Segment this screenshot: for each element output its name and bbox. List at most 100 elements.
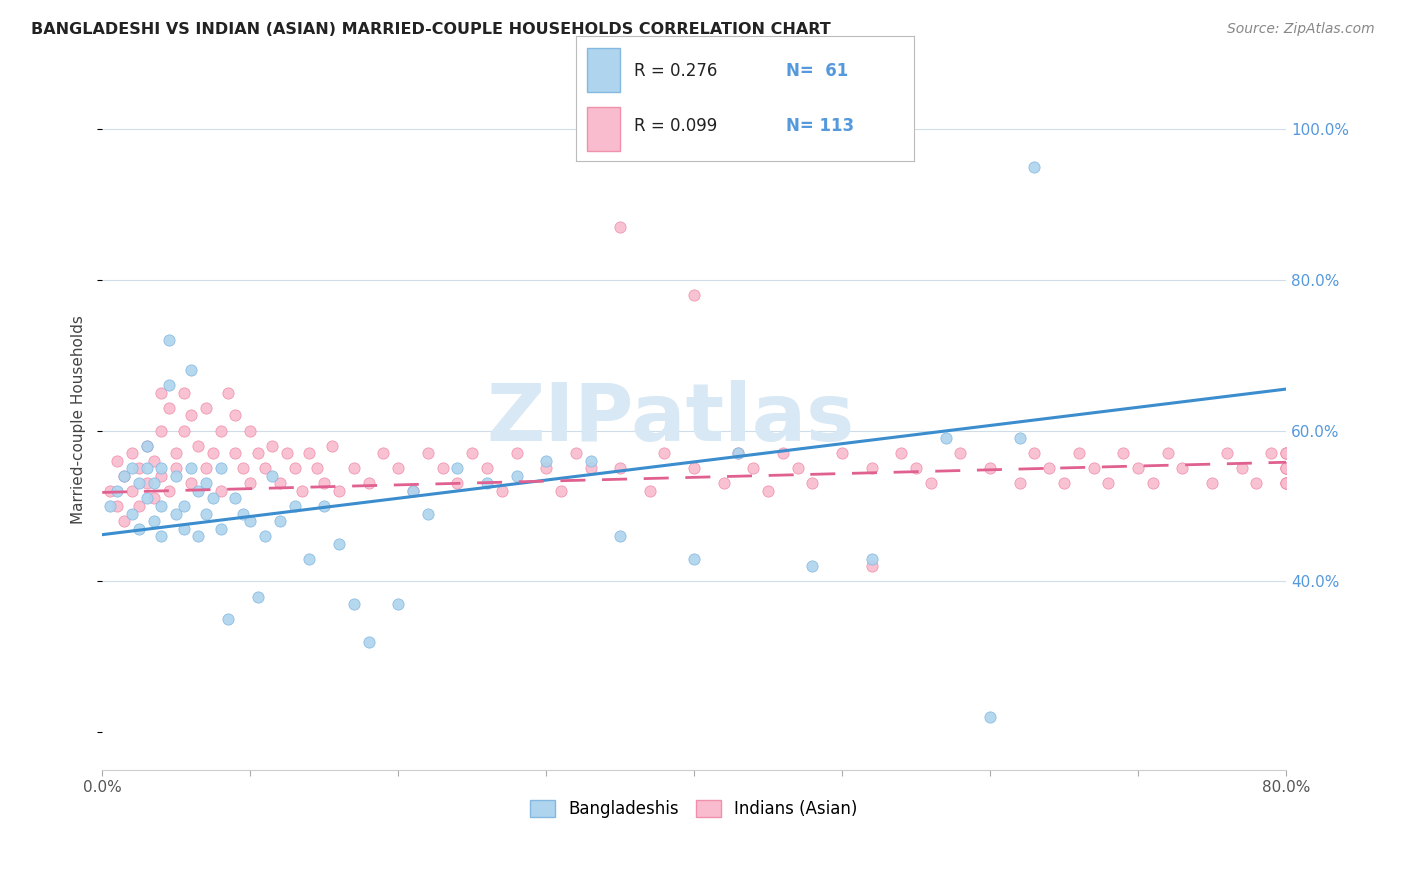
Point bbox=[683, 551, 706, 566]
Point bbox=[860, 551, 883, 566]
Point bbox=[187, 439, 209, 453]
Point bbox=[173, 499, 195, 513]
Point bbox=[157, 483, 180, 498]
Point bbox=[801, 559, 824, 574]
Point bbox=[180, 461, 202, 475]
Point bbox=[194, 401, 217, 415]
Text: N= 113: N= 113 bbox=[786, 117, 853, 135]
Point bbox=[475, 476, 498, 491]
Point bbox=[187, 529, 209, 543]
Point bbox=[1275, 446, 1298, 460]
Point bbox=[1097, 476, 1119, 491]
Point bbox=[239, 514, 262, 528]
Point bbox=[328, 483, 350, 498]
Point bbox=[609, 529, 631, 543]
Point bbox=[373, 446, 395, 460]
Point bbox=[402, 483, 425, 498]
Point bbox=[1053, 476, 1076, 491]
Point bbox=[128, 476, 150, 491]
Point bbox=[505, 446, 527, 460]
Point bbox=[135, 476, 157, 491]
Point bbox=[232, 461, 254, 475]
Point bbox=[1246, 476, 1268, 491]
Point bbox=[314, 476, 336, 491]
Point bbox=[1083, 461, 1105, 475]
Point bbox=[1171, 461, 1194, 475]
Point bbox=[1008, 431, 1031, 445]
Point bbox=[165, 446, 187, 460]
Point bbox=[253, 529, 276, 543]
Point bbox=[1275, 446, 1298, 460]
Point bbox=[564, 446, 586, 460]
Point bbox=[157, 378, 180, 392]
Point bbox=[143, 491, 166, 506]
Point bbox=[713, 476, 735, 491]
Point bbox=[135, 461, 157, 475]
Point bbox=[224, 491, 246, 506]
Point bbox=[1275, 476, 1298, 491]
Point bbox=[209, 424, 232, 438]
Point bbox=[232, 507, 254, 521]
Point bbox=[860, 461, 883, 475]
Point bbox=[683, 461, 706, 475]
Point bbox=[742, 461, 765, 475]
Point bbox=[1275, 476, 1298, 491]
Point bbox=[217, 612, 239, 626]
Point bbox=[461, 446, 484, 460]
Point bbox=[112, 514, 135, 528]
Point bbox=[276, 446, 298, 460]
Point bbox=[683, 287, 706, 301]
Point bbox=[638, 483, 661, 498]
Point bbox=[579, 454, 602, 468]
Point bbox=[173, 385, 195, 400]
Point bbox=[121, 446, 143, 460]
Point bbox=[905, 461, 928, 475]
Point bbox=[105, 483, 128, 498]
Point bbox=[121, 483, 143, 498]
Point bbox=[756, 483, 779, 498]
Point bbox=[357, 476, 380, 491]
Point bbox=[105, 499, 128, 513]
Point bbox=[979, 710, 1001, 724]
Point bbox=[209, 483, 232, 498]
Point bbox=[112, 468, 135, 483]
Point bbox=[475, 461, 498, 475]
Text: R = 0.099: R = 0.099 bbox=[634, 117, 717, 135]
FancyBboxPatch shape bbox=[586, 107, 620, 151]
Point bbox=[224, 446, 246, 460]
Point bbox=[291, 483, 314, 498]
Text: BANGLADESHI VS INDIAN (ASIAN) MARRIED-COUPLE HOUSEHOLDS CORRELATION CHART: BANGLADESHI VS INDIAN (ASIAN) MARRIED-CO… bbox=[31, 22, 831, 37]
Point bbox=[150, 385, 173, 400]
Point bbox=[165, 461, 187, 475]
Point bbox=[1275, 461, 1298, 475]
Point bbox=[321, 439, 343, 453]
Point bbox=[298, 446, 321, 460]
Point bbox=[150, 424, 173, 438]
Point bbox=[180, 363, 202, 377]
Point bbox=[727, 446, 749, 460]
Point bbox=[579, 461, 602, 475]
Point bbox=[1275, 461, 1298, 475]
Point bbox=[1126, 461, 1149, 475]
Point bbox=[831, 446, 853, 460]
Point bbox=[217, 385, 239, 400]
Y-axis label: Married-couple Households: Married-couple Households bbox=[72, 315, 86, 524]
Point bbox=[284, 461, 307, 475]
Point bbox=[801, 476, 824, 491]
Point bbox=[224, 409, 246, 423]
Point bbox=[416, 507, 439, 521]
Point bbox=[387, 597, 409, 611]
Point bbox=[1260, 446, 1282, 460]
Point bbox=[194, 461, 217, 475]
Point bbox=[112, 468, 135, 483]
Point bbox=[128, 522, 150, 536]
Point bbox=[202, 446, 225, 460]
Point bbox=[98, 499, 121, 513]
Point bbox=[935, 431, 957, 445]
Point bbox=[1156, 446, 1178, 460]
Point bbox=[298, 551, 321, 566]
Point bbox=[446, 461, 468, 475]
Point bbox=[209, 461, 232, 475]
Point bbox=[165, 468, 187, 483]
Point bbox=[150, 529, 173, 543]
